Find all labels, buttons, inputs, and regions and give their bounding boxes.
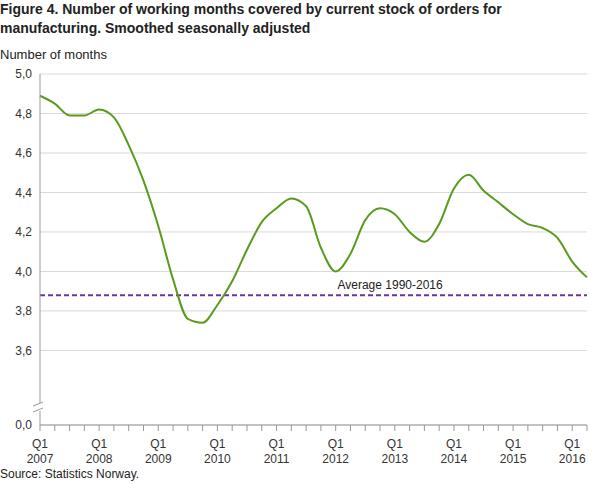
html-text:Figure 4. Number of working mo: Figure 4. Number of working months cover… [0, 1, 502, 36]
svg-text:Q12011: Q12011 [264, 437, 290, 466]
svg-text:Q12013: Q12013 [381, 437, 408, 466]
svg-text:Q12008: Q12008 [86, 437, 113, 466]
html-text:Number of months: Number of months [0, 47, 107, 62]
svg-text:3,8: 3,8 [15, 304, 32, 318]
svg-text:4,0: 4,0 [15, 265, 32, 279]
svg-text:4,6: 4,6 [15, 146, 32, 160]
svg-text:4,8: 4,8 [15, 107, 32, 121]
svg-text:Q12015: Q12015 [500, 437, 527, 466]
svg-text:Q12016: Q12016 [559, 437, 586, 466]
svg-text:Q12014: Q12014 [441, 437, 468, 466]
svg-text:4,2: 4,2 [15, 225, 32, 239]
svg-text:Q12009: Q12009 [145, 437, 172, 466]
svg-text:3,6: 3,6 [15, 344, 32, 358]
svg-text:Q12007: Q12007 [27, 437, 54, 466]
html-text:Source: Statistics Norway.: Source: Statistics Norway. [0, 467, 140, 481]
svg-text:4,4: 4,4 [15, 186, 32, 200]
svg-text:0,0: 0,0 [15, 418, 32, 432]
svg-text:5,0: 5,0 [15, 67, 32, 81]
svg-text:Q12010: Q12010 [204, 437, 231, 466]
svg-text:Average 1990-2016: Average 1990-2016 [337, 278, 443, 292]
svg-text:Q12012: Q12012 [322, 437, 349, 466]
